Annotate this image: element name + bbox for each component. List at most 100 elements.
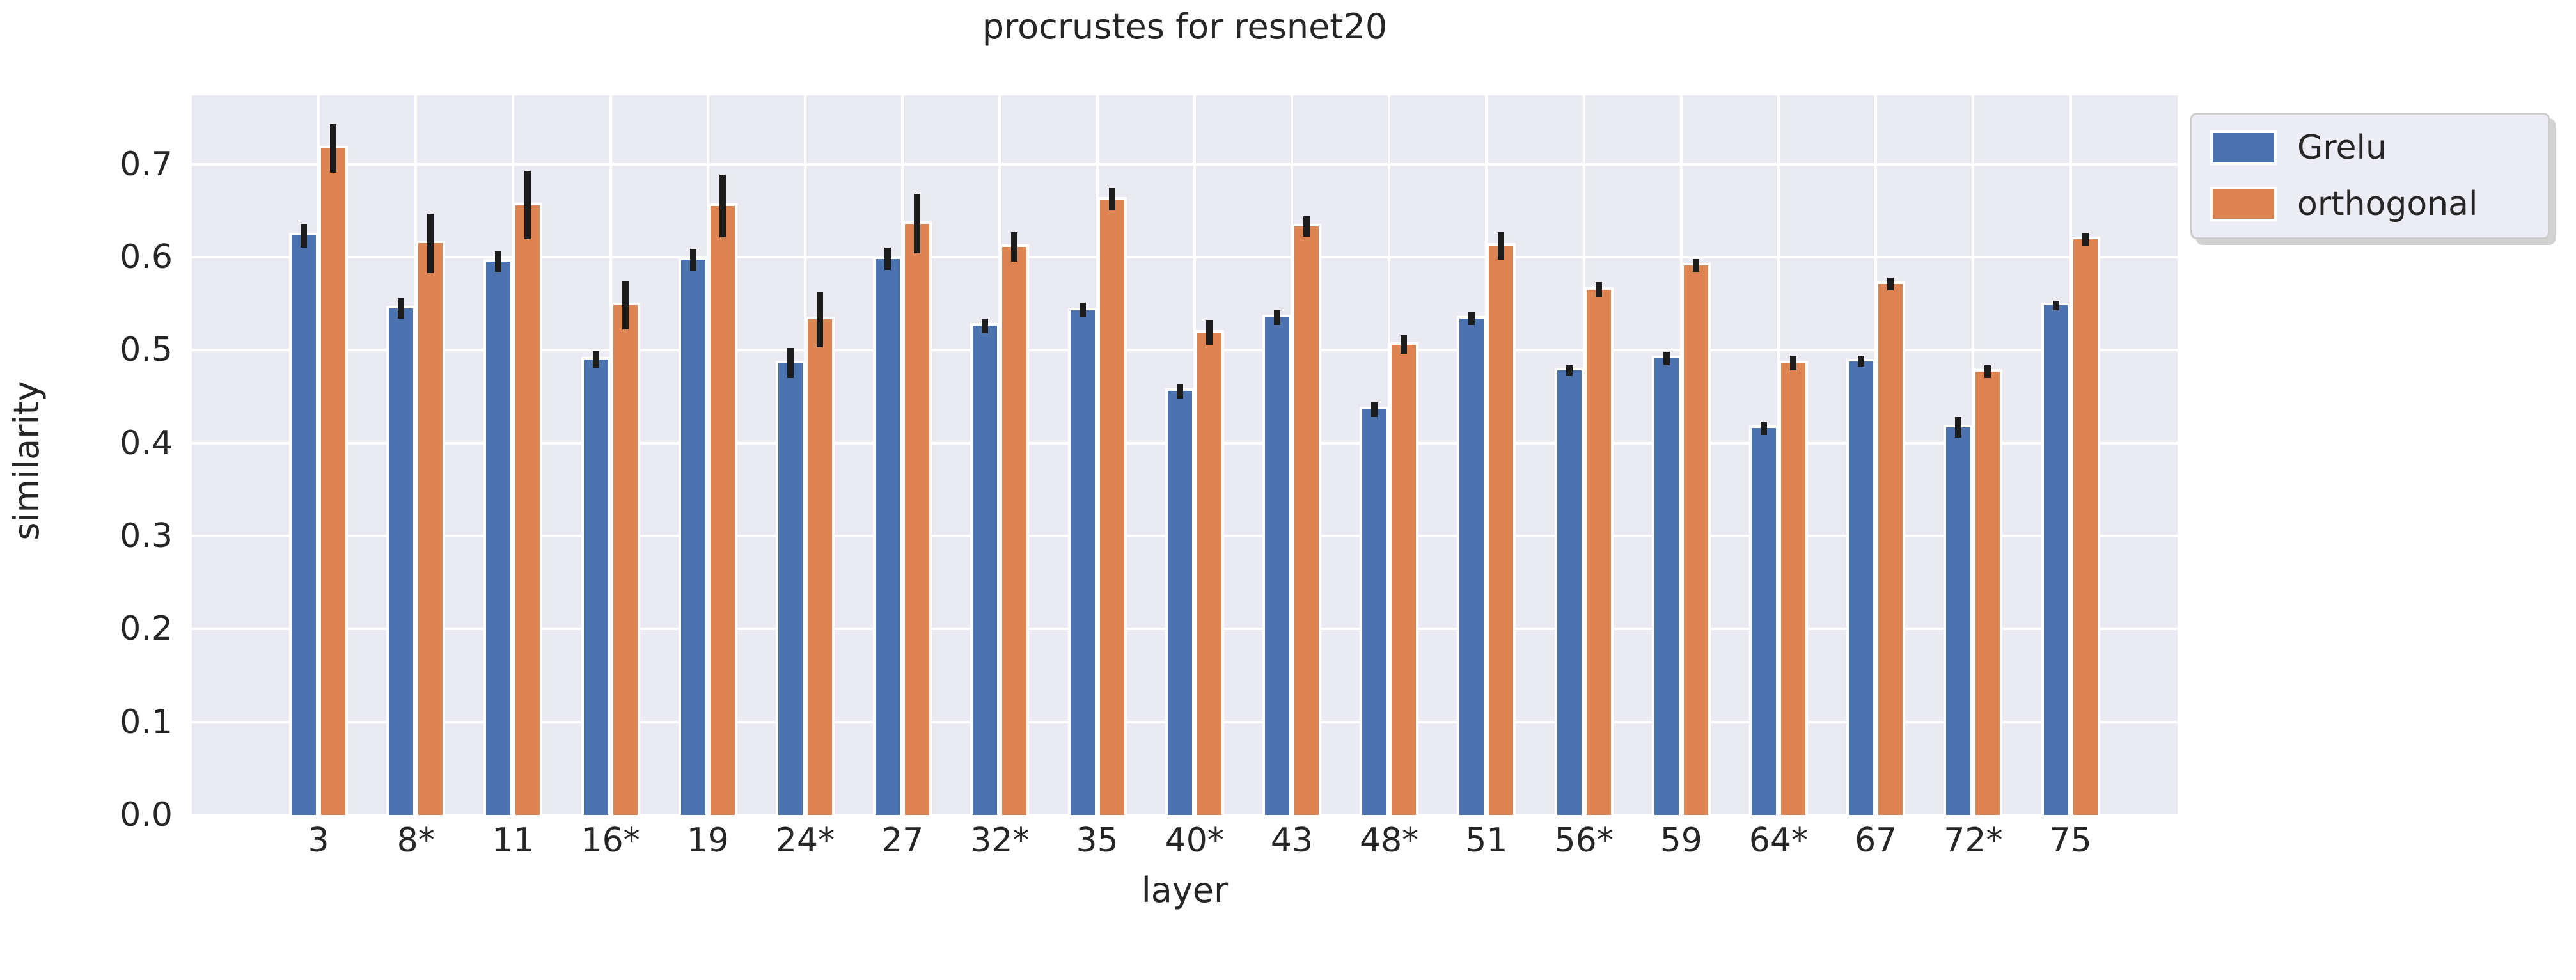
- error-bar-grelu-72*: [1955, 416, 1962, 438]
- error-bar-grelu-59: [1663, 352, 1670, 365]
- error-bar-orthogonal-72*: [1984, 365, 1991, 378]
- bar-grelu-35: [1067, 307, 1097, 815]
- x-tick-label: 67: [1855, 821, 1897, 860]
- error-bar-orthogonal-51: [1498, 232, 1505, 260]
- x-tick-label: 24*: [775, 821, 835, 860]
- bar-grelu-16*: [581, 356, 611, 815]
- gridline-horizontal: [192, 349, 2178, 352]
- bar-grelu-72*: [1944, 424, 1974, 815]
- error-bar-grelu-51: [1468, 312, 1475, 325]
- bar-grelu-67: [1846, 358, 1876, 815]
- error-bar-orthogonal-24*: [817, 291, 823, 347]
- chart-title: procrustes for resnet20: [982, 6, 1388, 47]
- error-bar-grelu-43: [1274, 310, 1280, 325]
- bar-orthogonal-3: [318, 145, 348, 815]
- bar-orthogonal-59: [1681, 262, 1711, 815]
- error-bar-grelu-11: [495, 251, 502, 273]
- orthogonal-swatch-icon: [2210, 187, 2277, 221]
- legend-item-orthogonal: orthogonal: [2210, 185, 2530, 223]
- bar-orthogonal-75: [2070, 237, 2100, 815]
- error-bar-orthogonal-56*: [1595, 282, 1602, 297]
- legend-item-grelu: Grelu: [2210, 129, 2530, 167]
- grelu-swatch-icon: [2210, 130, 2277, 165]
- bar-orthogonal-72*: [1973, 368, 2003, 815]
- bar-orthogonal-64*: [1779, 360, 1808, 815]
- error-bar-grelu-48*: [1371, 402, 1378, 417]
- bar-grelu-48*: [1360, 407, 1390, 815]
- error-bar-grelu-35: [1079, 303, 1086, 318]
- bar-orthogonal-11: [513, 202, 543, 815]
- bar-grelu-75: [2041, 303, 2071, 815]
- error-bar-orthogonal-48*: [1401, 335, 1408, 354]
- error-bar-orthogonal-32*: [1011, 232, 1018, 262]
- error-bar-grelu-16*: [592, 351, 599, 368]
- bar-grelu-43: [1262, 315, 1292, 815]
- bar-orthogonal-32*: [1000, 244, 1030, 815]
- bar-grelu-11: [483, 259, 514, 815]
- y-tick-label: 0.2: [120, 610, 173, 649]
- error-bar-grelu-32*: [982, 318, 989, 334]
- error-bar-grelu-24*: [787, 348, 794, 378]
- error-bar-grelu-27: [884, 248, 891, 271]
- bar-orthogonal-67: [1876, 281, 1906, 815]
- x-tick-label: 35: [1076, 821, 1119, 860]
- error-bar-orthogonal-11: [524, 170, 531, 240]
- bar-orthogonal-51: [1486, 243, 1516, 815]
- error-bar-orthogonal-16*: [622, 281, 629, 330]
- bar-orthogonal-24*: [805, 317, 835, 815]
- bar-orthogonal-43: [1292, 223, 1321, 815]
- error-bar-orthogonal-35: [1108, 188, 1115, 211]
- x-tick-label: 56*: [1554, 821, 1614, 860]
- bar-orthogonal-27: [902, 221, 932, 815]
- error-bar-grelu-40*: [1176, 383, 1183, 399]
- x-tick-label: 8*: [397, 821, 435, 860]
- y-tick-label: 0.7: [120, 145, 173, 184]
- error-bar-orthogonal-40*: [1206, 320, 1213, 345]
- x-tick-label: 43: [1270, 821, 1314, 860]
- error-bar-orthogonal-59: [1692, 258, 1699, 273]
- error-bar-orthogonal-19: [719, 174, 726, 238]
- y-tick-label: 0.5: [120, 331, 173, 370]
- bar-orthogonal-16*: [610, 303, 640, 815]
- bar-grelu-56*: [1554, 368, 1584, 815]
- x-tick-label: 59: [1660, 821, 1702, 860]
- error-bar-grelu-3: [301, 223, 307, 248]
- legend: Grelu orthogonal: [2190, 113, 2550, 239]
- y-tick-label: 0.4: [120, 423, 173, 462]
- x-tick-label: 40*: [1165, 821, 1224, 860]
- bar-grelu-51: [1457, 315, 1487, 815]
- x-tick-label: 19: [686, 821, 729, 860]
- y-tick-label: 0.3: [120, 516, 173, 555]
- gridline-horizontal: [192, 162, 2178, 166]
- bar-orthogonal-40*: [1194, 329, 1224, 815]
- x-tick-label: 32*: [970, 821, 1030, 860]
- bar-orthogonal-8*: [416, 241, 446, 815]
- x-tick-label: 51: [1465, 821, 1508, 860]
- bar-grelu-3: [289, 233, 318, 815]
- y-tick-label: 0.6: [120, 237, 173, 276]
- legend-label: Grelu: [2297, 129, 2387, 167]
- x-tick-label: 72*: [1944, 821, 2003, 860]
- error-bar-orthogonal-43: [1303, 216, 1310, 237]
- bar-orthogonal-48*: [1389, 342, 1419, 815]
- error-bar-orthogonal-75: [2082, 233, 2089, 246]
- error-bar-orthogonal-67: [1887, 277, 1894, 291]
- bar-grelu-32*: [970, 323, 1000, 815]
- gridline-horizontal: [192, 255, 2178, 258]
- x-tick-label: 48*: [1360, 821, 1419, 860]
- x-tick-label: 16*: [581, 821, 640, 860]
- bar-grelu-24*: [776, 360, 805, 815]
- bar-grelu-59: [1651, 356, 1681, 815]
- error-bar-grelu-64*: [1761, 422, 1767, 435]
- bar-grelu-8*: [386, 305, 416, 815]
- legend-label: orthogonal: [2297, 185, 2478, 223]
- x-tick-label: 27: [881, 821, 924, 860]
- plot-area: [192, 95, 2178, 815]
- x-tick-label: 75: [2049, 821, 2092, 860]
- bar-grelu-40*: [1165, 388, 1195, 815]
- error-bar-orthogonal-64*: [1790, 355, 1796, 371]
- y-tick-label: 0.1: [120, 702, 173, 741]
- bar-orthogonal-19: [707, 203, 737, 815]
- error-bar-grelu-56*: [1566, 365, 1573, 376]
